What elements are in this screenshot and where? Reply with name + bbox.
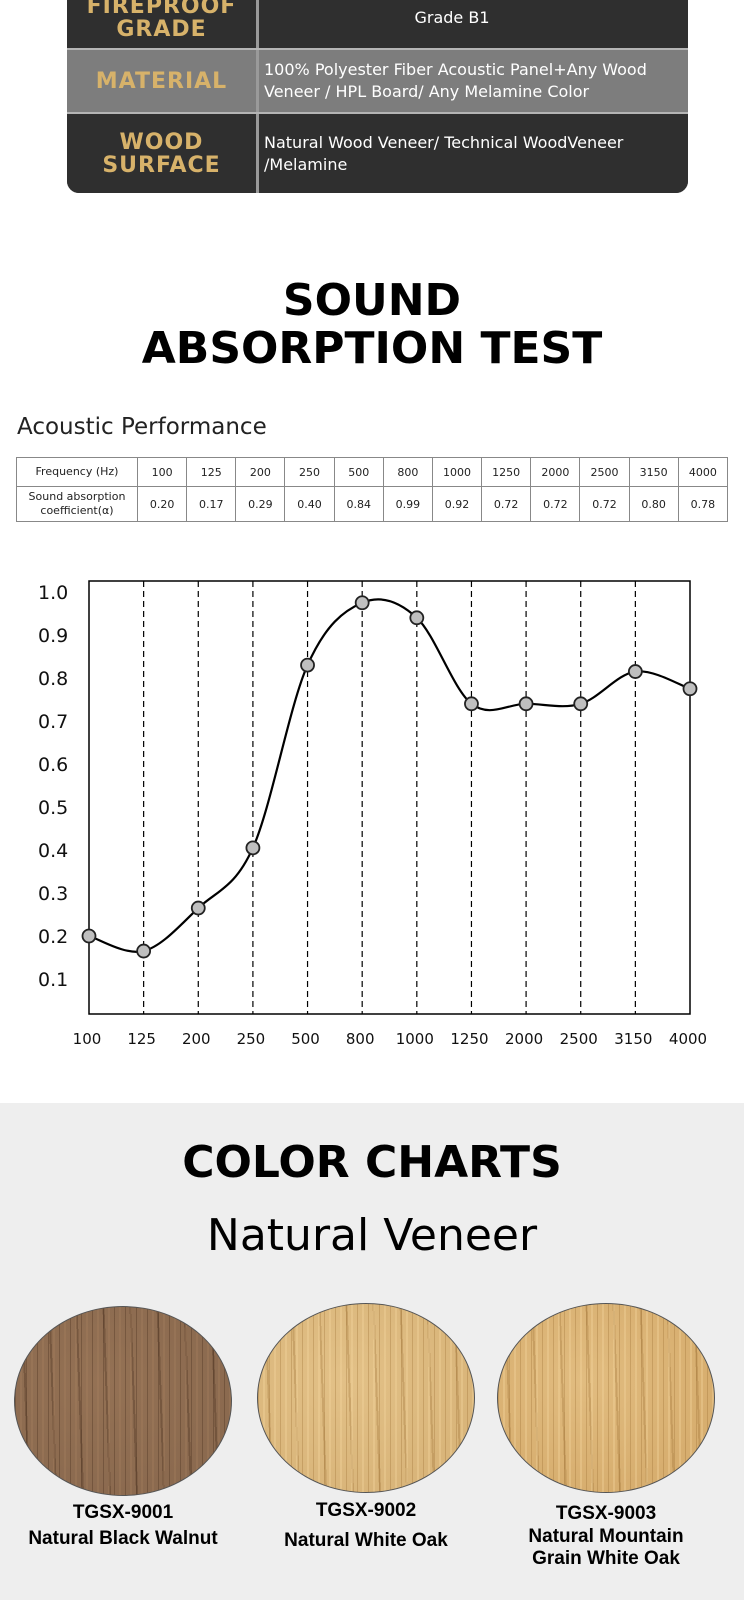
y-tick-label: 1.0 [38,582,68,604]
frequency-cell: 500 [333,457,384,487]
x-tick-label: 4000 [669,1030,707,1048]
acoustic-table: Frequency (Hz) 100 125 200 250 500 800 1000 125… [16,457,729,522]
data-point [245,840,261,856]
data-point [518,696,534,712]
spec-row-divider [67,112,688,114]
spec-divider [256,114,259,193]
spec-key: FIREPROOF GRADE [86,0,237,42]
frequency-cell: 1000 [431,457,483,487]
data-point [573,696,589,712]
x-tick-label: 125 [127,1030,156,1048]
swatch-white-oak [257,1303,475,1493]
swatch-mountain-grain-white-oak [497,1303,715,1493]
frequency-cell: 200 [235,457,286,487]
data-point [81,928,97,944]
swatch-code: TGSX-9001 [72,1502,174,1523]
x-tick-label: 500 [291,1030,320,1048]
absorption-series-line [88,598,691,953]
spec-row-wood-surface: WOOD SURFACE Natural Wood Veneer/ Techni… [67,114,688,193]
x-tick-label: 250 [237,1030,266,1048]
plot-frame [88,580,691,1015]
coefficient-cell: 0.78 [677,486,729,522]
coefficient-cell: 0.20 [136,486,188,522]
frequency-cell: 250 [284,457,335,487]
swatch-black-walnut [14,1306,232,1496]
swatch-name: Natural Black Walnut [28,1528,218,1549]
coefficient-row: Sound absorption coefficient(α) 0.20 0.17… [16,486,729,522]
spec-key: MATERIAL [95,68,228,94]
swatch-name: Natural White Oak [284,1530,448,1551]
x-tick-label: 200 [182,1030,211,1048]
frequency-cell: 125 [186,457,237,487]
spec-value: 100% Polyester Fiber Acoustic Panel+Any … [264,60,647,101]
y-tick-label: 0.4 [38,840,68,862]
coefficient-cell: 0.84 [333,486,384,522]
swatch-code: TGSX-9003 [555,1503,657,1524]
coefficient-cell: 0.72 [530,486,581,522]
coefficient-cell: 0.17 [186,486,237,522]
spec-value: Grade B1 [414,8,490,27]
y-tick-label: 0.7 [38,711,68,733]
spec-row-divider [67,48,688,50]
coefficient-cell: 0.29 [235,486,286,522]
spec-row-material: MATERIAL 100% Polyester Fiber Acoustic P… [67,50,688,112]
x-tick-label: 1250 [450,1030,488,1048]
section-title: ABSORPTION TEST [141,323,603,374]
x-tick-label: 100 [73,1030,102,1048]
coefficient-cell: 0.72 [481,486,532,522]
frequency-cell: 4000 [677,457,729,487]
data-point [464,696,479,712]
spec-table: FIREPROOF GRADE Grade B1 MATERIAL 100% P… [67,0,688,193]
spec-divider [256,50,259,112]
y-tick-label: 0.3 [38,883,68,905]
data-point [409,610,425,626]
x-tick-label: 800 [346,1030,375,1048]
coefficient-cell: 0.80 [628,486,679,522]
y-tick-label: 0.2 [38,926,68,948]
frequency-cell: 800 [382,457,433,487]
color-charts-title: COLOR CHARTS [182,1137,562,1188]
y-tick-label: 0.1 [38,969,68,991]
spec-divider [256,0,259,48]
data-point [682,681,698,697]
data-point [190,900,206,916]
y-tick-label: 0.8 [38,668,68,690]
coefficient-cell: 0.99 [382,486,433,522]
y-tick-label: 0.9 [38,625,68,647]
coefficient-cell: 0.40 [284,486,335,522]
frequency-row: Frequency (Hz) 100 125 200 250 500 800 1000 125… [16,457,729,487]
coefficient-cell: 0.92 [431,486,483,522]
section-title: SOUND [282,275,462,326]
natural-veneer-title: Natural Veneer [206,1210,538,1261]
spec-key: WOOD SURFACE [102,129,221,178]
data-point [627,664,643,679]
spec-row-fireproof: FIREPROOF GRADE Grade B1 [67,0,688,48]
frequency-cell: 2500 [579,457,630,487]
frequency-header: Frequency (Hz) [16,457,138,487]
spec-value: Natural Wood Veneer/ Technical WoodVenee… [264,132,624,174]
frequency-cell: 2000 [530,457,581,487]
x-tick-label: 2500 [560,1030,598,1048]
y-tick-label: 0.6 [38,754,68,776]
x-tick-label: 2000 [505,1030,543,1048]
frequency-cell: 3150 [628,457,679,487]
swatch-code: TGSX-9002 [315,1500,417,1521]
absorption-line-chart: 1.0 0.9 0.8 0.7 0.6 0.5 0.4 0.3 0.2 0.1 100 125 200 2… [38,580,707,1048]
coefficient-header: Sound absorption coefficient(α) [16,486,138,522]
frequency-cell: 100 [136,457,188,487]
coefficient-cell: 0.72 [579,486,630,522]
x-tick-label: 1000 [396,1030,434,1048]
y-tick-label: 0.5 [38,797,68,819]
x-tick-label: 3150 [614,1030,652,1048]
data-point [300,657,315,673]
data-point [354,595,370,611]
data-point [136,943,152,959]
acoustic-subtitle: Acoustic Performance [17,414,267,440]
frequency-cell: 1250 [481,457,532,487]
swatch-name: Natural Mountain Grain White Oak [528,1526,684,1569]
